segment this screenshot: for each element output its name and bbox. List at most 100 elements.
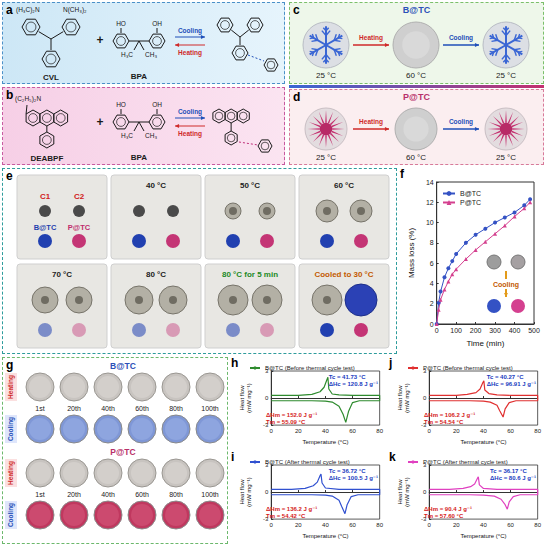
svg-text:C2: C2 — [74, 192, 85, 201]
svg-text:Temperature (°C): Temperature (°C) — [302, 533, 348, 539]
svg-text:Heat flow: Heat flow — [397, 385, 403, 411]
svg-text:Heating: Heating — [178, 49, 202, 57]
svg-text:500: 500 — [528, 327, 540, 334]
svg-text:50 °C: 50 °C — [240, 181, 260, 190]
svg-text:60 °C: 60 °C — [406, 153, 426, 162]
svg-text:80th: 80th — [169, 405, 183, 412]
svg-text:Cooling: Cooling — [449, 34, 473, 42]
svg-text:60th: 60th — [135, 491, 149, 498]
svg-text:(mW mg⁻¹): (mW mg⁻¹) — [246, 477, 252, 507]
svg-text:40: 40 — [322, 428, 329, 434]
svg-text:Heating: Heating — [178, 130, 202, 138]
svg-text:0: 0 — [430, 321, 434, 328]
svg-text:1st: 1st — [35, 405, 44, 412]
svg-text:d: d — [293, 90, 300, 104]
svg-text:(H₃C)₂N: (H₃C)₂N — [16, 6, 40, 14]
svg-text:100th: 100th — [201, 405, 219, 412]
svg-text:B@TC: B@TC — [110, 361, 136, 371]
svg-text:Tc = 36.17 °C: Tc = 36.17 °C — [490, 468, 527, 474]
svg-text:70 °C: 70 °C — [52, 270, 72, 279]
svg-text:H₃C: H₃C — [121, 51, 133, 58]
svg-text:Heat flow: Heat flow — [397, 479, 403, 505]
svg-text:ΔHc = 80.6 J g⁻¹: ΔHc = 80.6 J g⁻¹ — [490, 475, 536, 481]
svg-text:Heat flow: Heat flow — [239, 385, 245, 411]
svg-text:20: 20 — [295, 428, 302, 434]
svg-text:10: 10 — [426, 219, 434, 226]
svg-text:Tm = 55.09 °C: Tm = 55.09 °C — [266, 419, 306, 425]
svg-text:40th: 40th — [101, 405, 115, 412]
svg-text:Cooling: Cooling — [7, 417, 15, 441]
svg-text:e: e — [6, 169, 13, 183]
svg-text:BPA: BPA — [131, 153, 148, 162]
svg-text:80th: 80th — [169, 491, 183, 498]
svg-text:OH: OH — [152, 20, 162, 27]
svg-text:Tm = 57.60 °C: Tm = 57.60 °C — [424, 513, 464, 519]
svg-text:40: 40 — [480, 522, 487, 528]
svg-text:20: 20 — [453, 522, 460, 528]
svg-text:H₃C: H₃C — [121, 132, 133, 139]
svg-text:Temperature (°C): Temperature (°C) — [460, 533, 506, 539]
svg-text:b: b — [6, 88, 13, 102]
svg-text:Tc = 36.72 °C: Tc = 36.72 °C — [329, 468, 366, 474]
svg-text:P@TC: P@TC — [460, 199, 481, 206]
svg-text:0: 0 — [428, 522, 432, 528]
svg-text:(mW mg⁻¹): (mW mg⁻¹) — [246, 383, 252, 413]
svg-text:ΔHc = 120.8 J g⁻¹: ΔHc = 120.8 J g⁻¹ — [329, 381, 378, 387]
svg-text:N(CH₃)₂: N(CH₃)₂ — [63, 6, 87, 14]
svg-text:20th: 20th — [67, 491, 81, 498]
svg-text:g: g — [6, 358, 13, 372]
svg-text:60th: 60th — [135, 405, 149, 412]
svg-text:80: 80 — [376, 428, 383, 434]
svg-text:40: 40 — [322, 522, 329, 528]
svg-text:0: 0 — [423, 489, 427, 495]
svg-text:Temperature (°C): Temperature (°C) — [302, 439, 348, 445]
svg-text:60: 60 — [507, 428, 514, 434]
svg-text:20: 20 — [453, 428, 460, 434]
svg-text:B@TC: B@TC — [34, 223, 57, 232]
svg-text:Cooling: Cooling — [7, 503, 15, 527]
svg-text:2: 2 — [430, 300, 434, 307]
svg-text:25 °C: 25 °C — [316, 153, 336, 162]
svg-text:Heating: Heating — [7, 375, 15, 399]
svg-text:ΔHm = 152.0 J g⁻¹: ΔHm = 152.0 J g⁻¹ — [266, 412, 317, 418]
svg-text:60 °C: 60 °C — [334, 181, 354, 190]
svg-text:B@TC (Before thermal cycle tes: B@TC (Before thermal cycle test) — [265, 365, 355, 371]
svg-text:4: 4 — [430, 280, 434, 287]
svg-text:B@TC: B@TC — [403, 5, 431, 15]
svg-text:c: c — [293, 3, 300, 17]
svg-text:0: 0 — [270, 428, 274, 434]
svg-text:100: 100 — [450, 327, 462, 334]
svg-text:200: 200 — [470, 327, 482, 334]
svg-text:Cooled to 30 °C: Cooled to 30 °C — [314, 270, 373, 279]
svg-text:C1: C1 — [40, 192, 51, 201]
svg-text:Tm = 54.42 °C: Tm = 54.42 °C — [266, 513, 306, 519]
svg-text:ΔHm = 136.2 J g⁻¹: ΔHm = 136.2 J g⁻¹ — [266, 506, 317, 512]
svg-text:25 °C: 25 °C — [316, 71, 336, 80]
svg-text:Tc = 40.27 °C: Tc = 40.27 °C — [487, 374, 524, 380]
svg-text:Temperature (°C): Temperature (°C) — [460, 439, 506, 445]
svg-text:80 °C for 5 min: 80 °C for 5 min — [222, 270, 278, 279]
svg-text:60: 60 — [349, 428, 356, 434]
svg-text:100th: 100th — [201, 491, 219, 498]
svg-text:CH₃: CH₃ — [145, 132, 157, 139]
svg-text:(mW mg⁻¹): (mW mg⁻¹) — [404, 477, 410, 507]
svg-text:25 °C: 25 °C — [496, 71, 516, 80]
svg-text:80: 80 — [376, 522, 383, 528]
svg-text:CVL: CVL — [43, 73, 59, 82]
svg-text:ΔHm = 90.4 J g⁻¹: ΔHm = 90.4 J g⁻¹ — [424, 506, 472, 512]
svg-text:300: 300 — [489, 327, 501, 334]
svg-text:Tm = 54.54 °C: Tm = 54.54 °C — [424, 419, 464, 425]
svg-text:14: 14 — [426, 179, 434, 186]
svg-text:ΔHc = 96.91 J g⁻¹: ΔHc = 96.91 J g⁻¹ — [487, 381, 536, 387]
svg-text:Cooling: Cooling — [493, 281, 519, 289]
svg-text:OH: OH — [152, 101, 162, 108]
svg-text:(C₂H₅)₂N: (C₂H₅)₂N — [15, 95, 41, 103]
svg-text:a: a — [6, 3, 13, 17]
svg-text:Heating: Heating — [7, 461, 15, 485]
svg-text:60: 60 — [507, 522, 514, 528]
svg-text:CH₃: CH₃ — [145, 51, 157, 58]
svg-text:0: 0 — [423, 395, 427, 401]
svg-text:ΔHc = 100.5 J g⁻¹: ΔHc = 100.5 J g⁻¹ — [329, 475, 378, 481]
svg-text:HO: HO — [116, 20, 126, 27]
svg-text:HO: HO — [116, 101, 126, 108]
